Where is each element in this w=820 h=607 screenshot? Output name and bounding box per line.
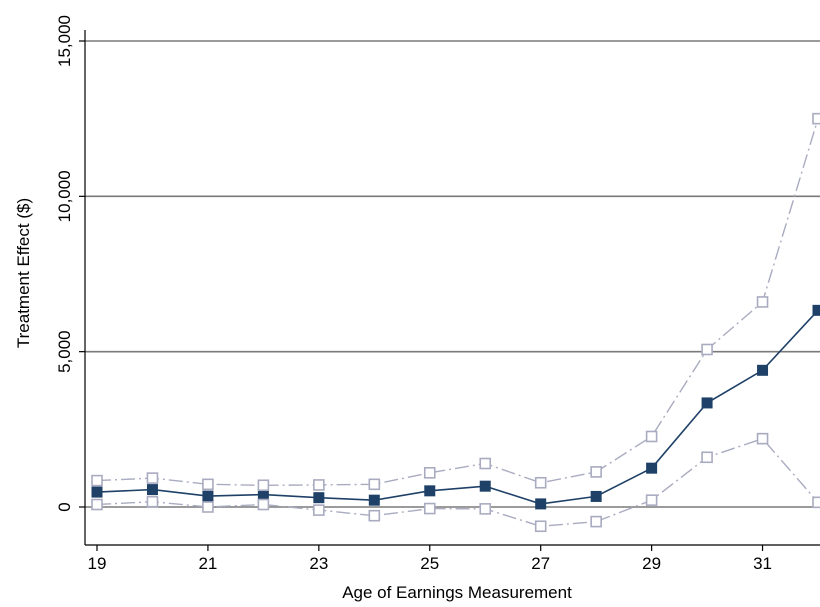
x-axis-title: Age of Earnings Measurement	[342, 583, 572, 602]
lower-bound-point	[812, 496, 820, 509]
lower-bound-point	[202, 501, 214, 513]
lower-bound-point	[645, 494, 658, 506]
upper-bound-point	[91, 474, 103, 487]
upper-bound-point	[756, 296, 769, 308]
estimate-point	[257, 489, 269, 501]
upper-bound-point	[146, 472, 159, 484]
lower-bound-point	[257, 498, 270, 511]
estimate-point	[535, 498, 547, 510]
series-lines	[96, 118, 819, 528]
x-tick-label: 27	[531, 554, 550, 573]
x-tick-label: 19	[88, 554, 107, 573]
upper-bound-point	[202, 478, 214, 491]
x-tick-label: 21	[198, 554, 217, 573]
lower-bound-point	[590, 515, 602, 528]
lower-bound-point	[368, 509, 381, 522]
upper-bound-line	[96, 118, 819, 487]
estimate-point	[368, 494, 380, 506]
estimate-point	[590, 490, 602, 502]
lower-bound-point	[701, 451, 713, 464]
series-markers	[91, 112, 820, 533]
lower-bound-point	[91, 498, 103, 511]
y-tick-label: 10,000	[55, 170, 74, 222]
x-tick-label: 31	[753, 554, 772, 573]
estimate-point	[812, 304, 820, 316]
estimate-point	[479, 480, 491, 492]
lower-bound-point	[756, 432, 769, 445]
lower-bound-point	[534, 520, 547, 533]
upper-bound-point	[313, 479, 325, 491]
lower-bound-point	[479, 503, 492, 515]
gridlines	[85, 40, 820, 508]
y-tick-label: 15,000	[55, 15, 74, 67]
y-axis-title: Treatment Effect ($)	[14, 198, 33, 348]
upper-bound-point	[479, 457, 492, 470]
upper-bound-point	[590, 466, 602, 478]
estimate-point	[646, 462, 658, 474]
upper-bound-point	[812, 112, 820, 125]
lower-bound-point	[313, 504, 325, 516]
y-tick-label: 0	[55, 502, 74, 511]
upper-bound-point	[701, 343, 713, 356]
estimate-line	[96, 309, 819, 505]
x-tick-label: 23	[309, 554, 328, 573]
lower-bound-point	[146, 495, 159, 508]
x-tick-label: 25	[420, 554, 439, 573]
estimate-point	[424, 485, 436, 497]
y-tick-label: 5,000	[55, 330, 74, 373]
estimate-point	[313, 492, 325, 504]
estimate-point	[701, 397, 713, 409]
estimate-point	[757, 364, 769, 376]
estimate-point	[91, 486, 103, 498]
upper-bound-point	[368, 478, 381, 491]
upper-bound-point	[645, 430, 658, 443]
upper-bound-point	[534, 476, 547, 489]
lower-bound-point	[423, 502, 436, 515]
upper-bound-point	[257, 479, 270, 492]
upper-bound-point	[423, 467, 436, 479]
x-tick-label: 29	[642, 554, 661, 573]
axes: 0 5,000 10,000 15,000 19 21 23 25 27 29 31	[55, 15, 820, 573]
estimate-point	[146, 484, 158, 496]
lower-bound-line	[96, 437, 819, 528]
estimate-point	[202, 490, 214, 502]
